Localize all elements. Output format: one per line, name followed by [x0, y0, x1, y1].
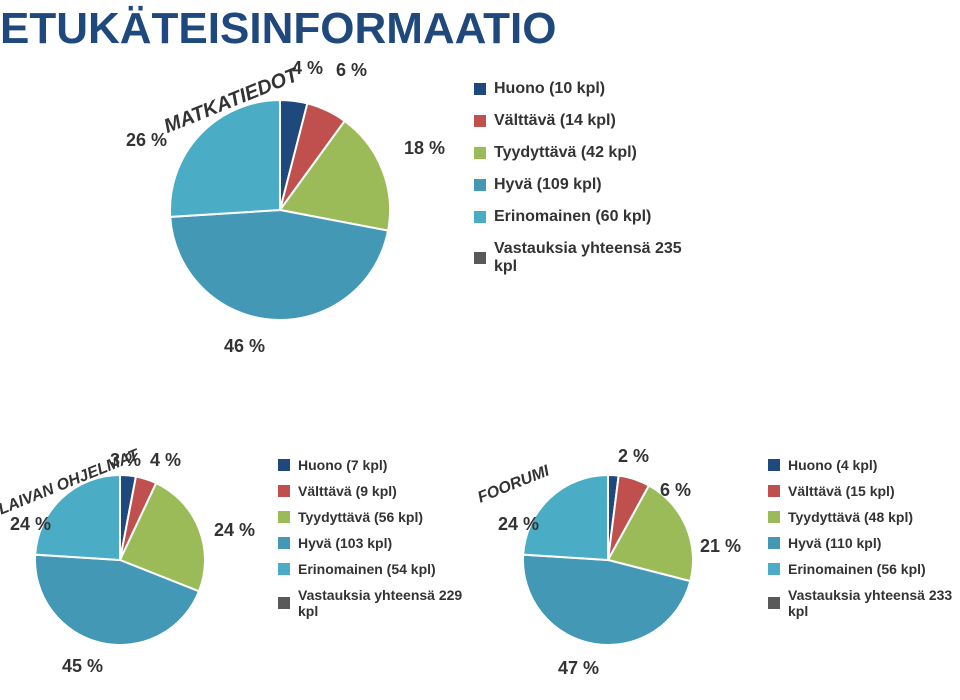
- pct-label: 46 %: [224, 336, 265, 357]
- legend-label: Vastauksia yhteensä 233kpl: [788, 587, 952, 619]
- pct-label: 24 %: [498, 514, 539, 535]
- pct-label: 47 %: [558, 658, 599, 679]
- legend-label: Tyydyttävä (48 kpl): [788, 509, 913, 525]
- legend-item: Tyydyttävä (42 kpl): [474, 144, 682, 162]
- legend-item: Huono (7 kpl): [278, 457, 462, 473]
- legend-item: Vastauksia yhteensä 235kpl: [474, 240, 682, 276]
- legend-label: Vastauksia yhteensä 235kpl: [494, 240, 682, 276]
- legend-item: Hyvä (110 kpl): [768, 535, 952, 551]
- legend-item: Välttävä (15 kpl): [768, 483, 952, 499]
- legend-item: Erinomainen (56 kpl): [768, 561, 952, 577]
- legend-swatch: [474, 83, 486, 95]
- legend-item: Vastauksia yhteensä 229kpl: [278, 587, 462, 619]
- legend-label: Erinomainen (60 kpl): [494, 208, 651, 226]
- legend-label: Hyvä (110 kpl): [788, 535, 881, 551]
- legend-top: Huono (10 kpl) Välttävä (14 kpl) Tyydyttäv…: [474, 80, 682, 290]
- pct-label: 6 %: [660, 480, 691, 501]
- legend-swatch: [768, 459, 780, 471]
- legend-label: Vastauksia yhteensä 229kpl: [298, 587, 462, 619]
- legend-label: Erinomainen (56 kpl): [788, 561, 926, 577]
- legend-item: Tyydyttävä (48 kpl): [768, 509, 952, 525]
- pct-label: 21 %: [700, 536, 741, 557]
- legend-item: Erinomainen (54 kpl): [278, 561, 462, 577]
- legend-label: Tyydyttävä (42 kpl): [494, 144, 637, 162]
- legend-swatch: [278, 537, 290, 549]
- legend-left: Huono (7 kpl) Välttävä (9 kpl) Tyydyttävä …: [278, 457, 462, 629]
- legend-label: Välttävä (9 kpl): [298, 483, 397, 499]
- legend-item: Hyvä (103 kpl): [278, 535, 462, 551]
- pct-label: 45 %: [62, 656, 103, 677]
- pct-label: 4 %: [292, 58, 323, 79]
- legend-item: Erinomainen (60 kpl): [474, 208, 682, 226]
- legend-item: Välttävä (14 kpl): [474, 112, 682, 130]
- legend-item: Hyvä (109 kpl): [474, 176, 682, 194]
- legend-item: Huono (10 kpl): [474, 80, 682, 98]
- legend-label: Hyvä (103 kpl): [298, 535, 392, 551]
- legend-label: Huono (4 kpl): [788, 457, 877, 473]
- pct-label: 3 %: [110, 450, 141, 471]
- pct-label: 24 %: [214, 520, 255, 541]
- legend-right: Huono (4 kpl) Välttävä (15 kpl) Tyydyttävä…: [768, 457, 952, 629]
- legend-label: Välttävä (14 kpl): [494, 112, 616, 130]
- legend-swatch: [474, 147, 486, 159]
- legend-label: Huono (7 kpl): [298, 457, 387, 473]
- pct-label: 6 %: [336, 60, 367, 81]
- legend-item: Huono (4 kpl): [768, 457, 952, 473]
- legend-label: Tyydyttävä (56 kpl): [298, 509, 423, 525]
- legend-swatch: [278, 563, 290, 575]
- legend-swatch: [768, 597, 780, 609]
- legend-swatch: [474, 179, 486, 191]
- legend-item: Tyydyttävä (56 kpl): [278, 509, 462, 525]
- pct-label: 26 %: [126, 130, 167, 151]
- pct-label: 2 %: [618, 446, 649, 467]
- legend-label: Huono (10 kpl): [494, 80, 605, 98]
- legend-swatch: [278, 459, 290, 471]
- legend-label: Välttävä (15 kpl): [788, 483, 895, 499]
- legend-swatch: [278, 485, 290, 497]
- legend-swatch: [768, 537, 780, 549]
- legend-swatch: [474, 115, 486, 127]
- legend-swatch: [768, 485, 780, 497]
- legend-item: Vastauksia yhteensä 233kpl: [768, 587, 952, 619]
- legend-swatch: [768, 511, 780, 523]
- legend-item: Välttävä (9 kpl): [278, 483, 462, 499]
- legend-label: Hyvä (109 kpl): [494, 176, 602, 194]
- legend-label: Erinomainen (54 kpl): [298, 561, 436, 577]
- legend-swatch: [278, 511, 290, 523]
- pct-label: 4 %: [150, 450, 181, 471]
- pct-label: 24 %: [10, 514, 51, 535]
- legend-swatch: [278, 597, 290, 609]
- legend-swatch: [768, 563, 780, 575]
- legend-swatch: [474, 252, 486, 264]
- legend-swatch: [474, 211, 486, 223]
- pct-label: 18 %: [404, 138, 445, 159]
